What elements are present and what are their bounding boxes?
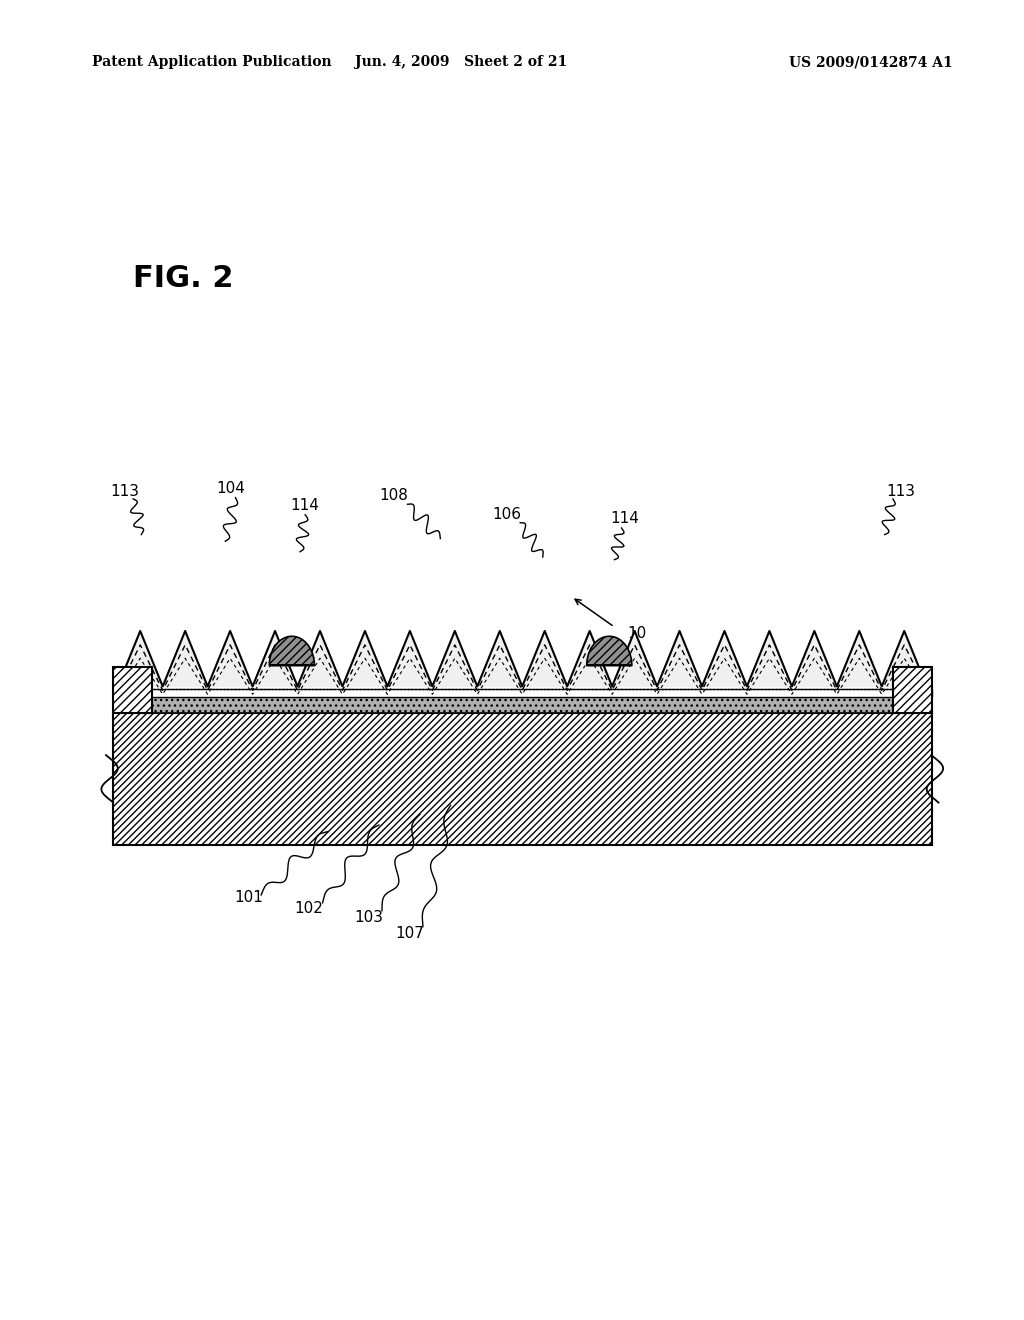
Text: US 2009/0142874 A1: US 2009/0142874 A1 <box>788 55 952 70</box>
Text: 102: 102 <box>295 900 324 916</box>
Bar <box>113 667 152 713</box>
Polygon shape <box>118 631 927 686</box>
Text: 113: 113 <box>887 483 915 499</box>
Text: 107: 107 <box>395 925 424 941</box>
Bar <box>893 667 932 713</box>
Text: 10: 10 <box>628 626 647 642</box>
Text: 114: 114 <box>291 498 319 513</box>
Text: Jun. 4, 2009   Sheet 2 of 21: Jun. 4, 2009 Sheet 2 of 21 <box>354 55 567 70</box>
Text: Patent Application Publication: Patent Application Publication <box>92 55 332 70</box>
Bar <box>113 713 932 845</box>
Text: 104: 104 <box>216 480 245 496</box>
Bar <box>113 697 932 713</box>
Text: FIG. 2: FIG. 2 <box>133 264 233 293</box>
Text: 108: 108 <box>380 487 409 503</box>
Polygon shape <box>587 636 632 665</box>
Text: 113: 113 <box>111 483 139 499</box>
Bar <box>113 689 932 697</box>
Bar <box>113 697 932 713</box>
Text: 114: 114 <box>610 511 639 527</box>
Polygon shape <box>269 636 314 665</box>
Text: 101: 101 <box>234 890 263 906</box>
Bar <box>113 713 932 845</box>
Text: 103: 103 <box>354 909 383 925</box>
Text: 106: 106 <box>493 507 521 523</box>
